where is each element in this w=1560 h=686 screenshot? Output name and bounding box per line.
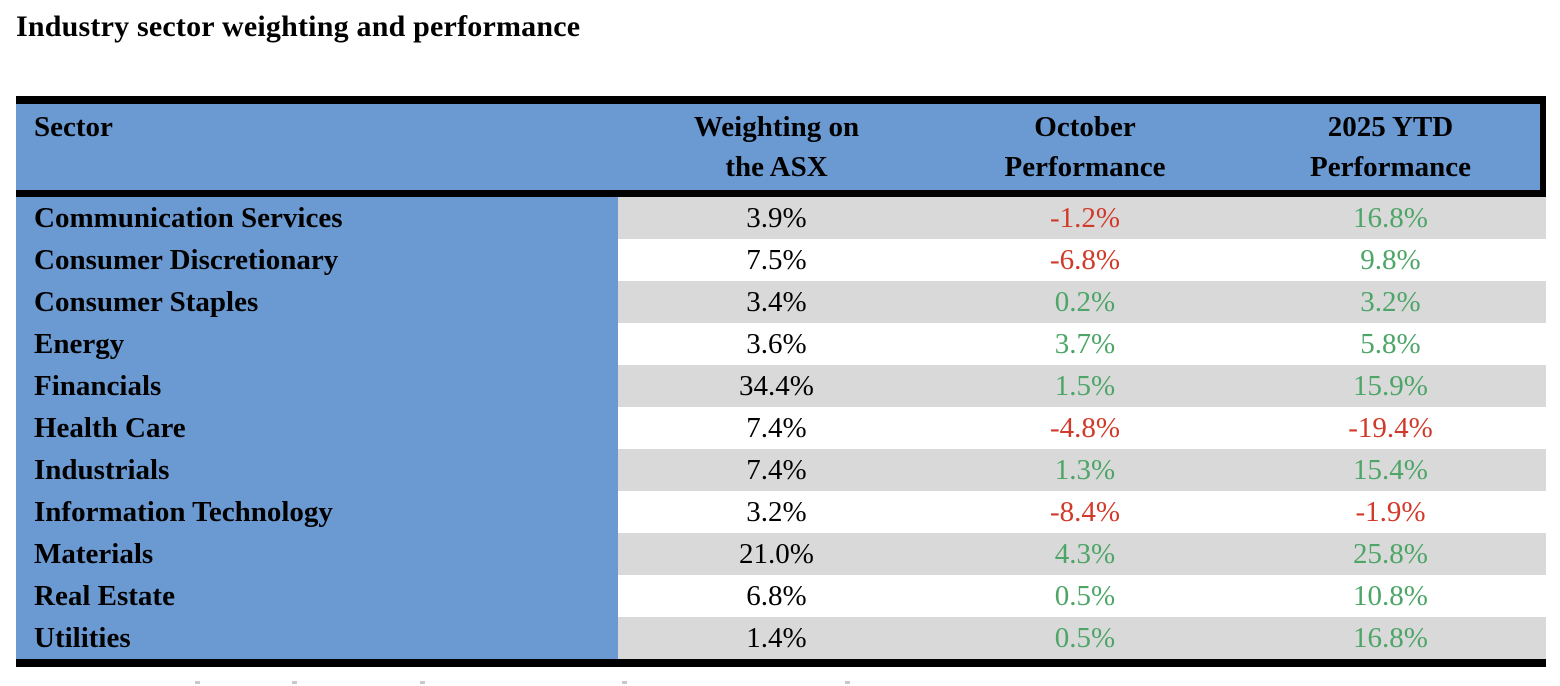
ytd-performance-cell: 15.9% [1235, 365, 1546, 407]
ytd-performance-cell: 15.4% [1235, 449, 1546, 491]
weighting-cell: 3.4% [618, 281, 935, 323]
weighting-cell: 3.2% [746, 496, 807, 528]
weighting-cell: 6.8% [746, 580, 807, 612]
sector-table: Sector Weighting on the ASX October Perf… [16, 96, 1546, 667]
weighting-cell: 34.4% [618, 365, 935, 407]
weighting-cell: 1.4% [618, 617, 935, 659]
ytd-performance-cell: 25.8% [1235, 533, 1546, 575]
october-performance-cell: 0.2% [935, 281, 1235, 323]
ytd-performance-cell: -1.9% [1355, 496, 1426, 528]
weighting-cell: 7.4% [618, 449, 935, 491]
ytd-performance-cell: 5.8% [1360, 328, 1421, 360]
ytd-performance-cell: 10.8% [1353, 580, 1428, 612]
table-row: Utilities 1.4% 0.5% 16.8% [16, 617, 1546, 659]
october-performance-cell: 0.5% [935, 617, 1235, 659]
october-performance-cell: 1.3% [935, 449, 1235, 491]
weighting-cell: 21.0% [618, 533, 935, 575]
cropped-source-line [0, 681, 1560, 686]
table-body: Communication Services 3.9% -1.2% 16.8% … [16, 197, 1546, 659]
table-row: Communication Services 3.9% -1.2% 16.8% [16, 197, 1546, 239]
table-row: Information Technology 3.2% -8.4% -1.9% [16, 491, 1546, 533]
october-performance-cell: -8.4% [1049, 496, 1121, 528]
october-performance-cell: 0.5% [1054, 580, 1116, 612]
weighting-cell: 3.6% [746, 328, 807, 360]
header-october-performance: October Performance [1004, 111, 1166, 183]
table-row: Real Estate 6.8% 0.5% 10.8% [16, 575, 1546, 617]
sector-cell: Industrials [16, 449, 618, 491]
sector-cell: Information Technology [16, 491, 618, 533]
weighting-cell: 7.5% [746, 244, 807, 276]
header-weighting-on-asx: Weighting on the ASX [693, 111, 860, 183]
ytd-performance-cell: 16.8% [1235, 617, 1546, 659]
table-row: Materials 21.0% 4.3% 25.8% [16, 533, 1546, 575]
table-header-row: Sector Weighting on the ASX October Perf… [16, 104, 1546, 190]
header-2025-ytd-performance: 2025 YTD Performance [1309, 111, 1471, 183]
header-right-border [1540, 96, 1546, 197]
table-top-border [16, 96, 1546, 104]
october-performance-cell: -6.8% [1049, 244, 1121, 276]
october-performance-cell: 4.3% [935, 533, 1235, 575]
sector-cell: Utilities [16, 617, 618, 659]
october-performance-cell: 1.5% [935, 365, 1235, 407]
table-row: Energy 3.6% 3.7% 5.8% [16, 323, 1546, 365]
header-divider-border [16, 190, 1546, 197]
ytd-performance-cell: 16.8% [1235, 197, 1546, 239]
table-bottom-border [16, 659, 1546, 667]
header-sector: Sector [34, 111, 113, 143]
ytd-performance-cell: -19.4% [1348, 412, 1433, 444]
sector-cell: Health Care [16, 407, 618, 449]
sector-cell: Energy [16, 323, 618, 365]
ytd-performance-cell: 3.2% [1235, 281, 1546, 323]
october-performance-cell: -4.8% [1049, 412, 1121, 444]
page-title: Industry sector weighting and performanc… [16, 10, 581, 43]
sector-cell: Materials [16, 533, 618, 575]
table-row: Health Care 7.4% -4.8% -19.4% [16, 407, 1546, 449]
sector-cell: Communication Services [16, 197, 618, 239]
table-row: Consumer Staples 3.4% 0.2% 3.2% [16, 281, 1546, 323]
sector-cell: Real Estate [16, 575, 618, 617]
table-row: Consumer Discretionary 7.5% -6.8% 9.8% [16, 239, 1546, 281]
sector-cell: Consumer Staples [16, 281, 618, 323]
weighting-cell: 7.4% [746, 412, 807, 444]
table-row: Industrials 7.4% 1.3% 15.4% [16, 449, 1546, 491]
weighting-cell: 3.9% [618, 197, 935, 239]
sector-cell: Consumer Discretionary [16, 239, 618, 281]
ytd-performance-cell: 9.8% [1360, 244, 1421, 276]
table-row: Financials 34.4% 1.5% 15.9% [16, 365, 1546, 407]
october-performance-cell: 3.7% [1054, 328, 1116, 360]
october-performance-cell: -1.2% [935, 197, 1235, 239]
sector-cell: Financials [16, 365, 618, 407]
